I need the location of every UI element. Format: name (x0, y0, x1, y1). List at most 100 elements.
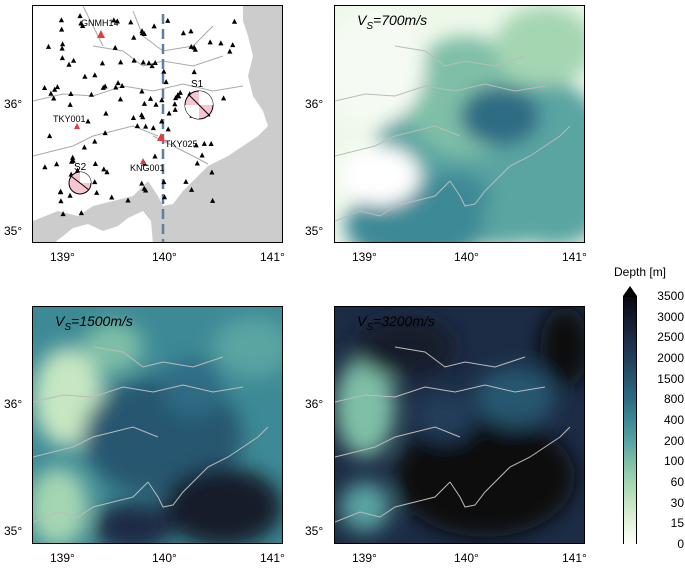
station-triangle (59, 26, 65, 32)
station-triangle (59, 41, 66, 47)
station-triangle (67, 192, 73, 198)
station-triangle (163, 79, 169, 85)
station-triangle (131, 57, 137, 63)
station-triangle (82, 73, 88, 79)
station-triangle (92, 138, 98, 144)
station-triangle (94, 189, 100, 195)
lon-tick-141-p4: 141° (562, 551, 587, 565)
station-triangle (58, 17, 65, 23)
station-triangle (151, 23, 157, 29)
station-triangle (45, 43, 52, 49)
station-triangle (175, 92, 181, 98)
station-triangle (52, 86, 58, 92)
station-triangle (81, 144, 87, 150)
station-triangle (159, 118, 165, 124)
station-triangle (194, 160, 200, 166)
station-triangle (172, 106, 178, 112)
source-label-s1: S1 (191, 79, 204, 90)
station-triangle (68, 91, 74, 97)
station-triangle (140, 59, 146, 65)
station-triangle (54, 84, 61, 90)
station-triangle (78, 20, 84, 26)
station-triangle (102, 83, 108, 89)
colorbar-segment (624, 482, 636, 504)
station-triangle (41, 84, 48, 90)
station-triangle (85, 118, 91, 124)
station-triangle (173, 95, 179, 101)
colorbar (623, 296, 637, 545)
station-triangle (165, 17, 171, 23)
station-triangle (141, 100, 148, 106)
station-triangle (192, 46, 198, 52)
station-triangle (74, 167, 81, 173)
station-label-gnmh14: GNMH14 (81, 18, 119, 28)
station-triangle (92, 160, 98, 166)
station-triangle (70, 157, 76, 163)
prefecture-borders (33, 6, 244, 165)
station-marker-kng001 (140, 158, 146, 164)
colorbar-segment (624, 297, 636, 318)
colorbar-label: 30 (670, 495, 684, 510)
station-triangle (134, 123, 140, 129)
lat-tick-36-p1: 36° (4, 97, 23, 111)
station-triangle (119, 83, 125, 89)
station-triangle (177, 89, 183, 95)
station-triangle (209, 169, 215, 175)
station-triangle (208, 141, 214, 147)
lat-tick-36-p3: 36° (4, 397, 23, 411)
station-triangle (146, 60, 152, 66)
station-triangle (153, 101, 159, 107)
station-triangle (57, 189, 63, 195)
colorbar-label: 2000 (657, 351, 684, 365)
colorbar-label: 0 (677, 537, 684, 551)
depth-map-vs700-svg (335, 6, 584, 242)
station-triangle (165, 126, 171, 132)
panel-title-vs700: VS=700m/s (357, 12, 428, 32)
station-triangle (188, 43, 194, 49)
station-triangle (139, 30, 145, 36)
depth-map-vs1500-svg (33, 307, 282, 543)
station-triangle (71, 57, 77, 63)
station-triangle (230, 42, 236, 48)
lon-tick-139-p1: 139° (50, 250, 75, 264)
colorbar-segment (624, 524, 636, 545)
colorbar-segment (624, 400, 636, 421)
station-triangle (191, 69, 197, 75)
station-triangle (99, 60, 106, 66)
lat-tick-35-p4: 35° (305, 524, 324, 538)
lon-tick-140-p4: 140° (454, 551, 479, 565)
depth-map-vs700: VS=700m/s (334, 5, 585, 243)
depth-map-vs1500: VS=1500m/s (32, 306, 283, 544)
station-triangle (227, 48, 233, 54)
station-triangle (130, 114, 137, 120)
colorbar-arrow (623, 286, 637, 296)
station-triangle (47, 133, 53, 139)
station-triangle (80, 23, 86, 29)
station-triangle (149, 63, 155, 69)
station-triangle (141, 185, 147, 191)
station-triangle (60, 211, 66, 217)
station-triangle (59, 45, 65, 51)
colorbar-label: 15 (670, 516, 684, 531)
colorbar-label: 1500 (657, 371, 684, 386)
lat-tick-36-p2: 36° (305, 97, 324, 111)
lat-tick-36-p4: 36° (305, 397, 324, 411)
colorbar-label: 2500 (657, 330, 684, 345)
station-triangle (152, 153, 158, 159)
station-triangle (54, 161, 60, 167)
station-triangle (161, 179, 167, 185)
station-triangle (109, 194, 115, 200)
station-triangle (42, 164, 48, 170)
station-triangle (77, 13, 83, 19)
station-triangle (51, 95, 57, 101)
station-triangle (150, 125, 156, 131)
station-triangle (172, 101, 178, 107)
station-triangle (103, 110, 109, 116)
colorbar-title: Depth [m] (614, 265, 667, 279)
station-triangle (66, 61, 72, 67)
panel-title-vs1500: VS=1500m/s (55, 313, 133, 333)
station-triangle (78, 210, 84, 216)
station-triangle (118, 59, 124, 65)
station-triangle (231, 18, 238, 24)
lat-tick-35-p1: 35° (4, 224, 23, 238)
